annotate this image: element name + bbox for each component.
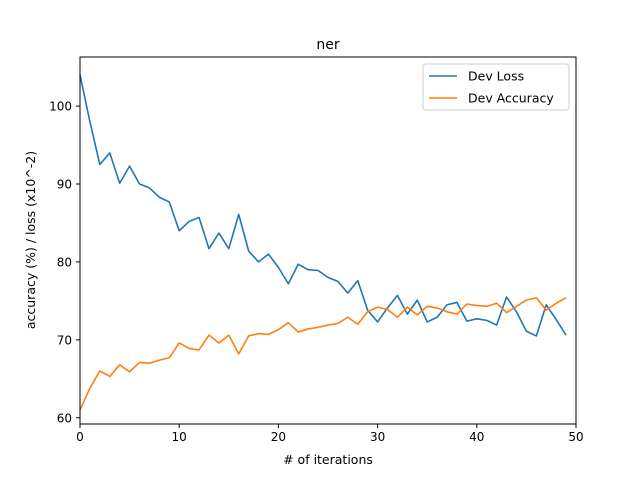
x-tick-label: 20 xyxy=(271,430,286,444)
x-tick-label: 40 xyxy=(469,430,484,444)
y-tick-label: 60 xyxy=(57,411,72,425)
y-tick-label: 90 xyxy=(57,178,72,192)
x-axis-label: # of iterations xyxy=(283,452,373,467)
x-axis: 0 10 20 30 40 50 xyxy=(76,424,584,444)
y-tick-label: 80 xyxy=(57,255,72,269)
plot-frame xyxy=(79,56,577,425)
series-line-dev-accuracy xyxy=(79,296,567,411)
x-tick-label: 50 xyxy=(568,430,583,444)
x-tick-label: 10 xyxy=(172,430,187,444)
series-line-dev-loss xyxy=(79,74,567,337)
x-tick-label: 30 xyxy=(370,430,385,444)
y-tick-label: 100 xyxy=(49,100,72,114)
y-tick-label: 70 xyxy=(57,333,72,347)
legend-label-dev-loss: Dev Loss xyxy=(468,69,524,84)
chart-title: ner xyxy=(316,37,339,53)
plot-layer xyxy=(79,74,567,411)
y-axis-label: accuracy (%) / loss (x10^-2) xyxy=(23,151,38,329)
y-axis: 60 70 80 90 100 xyxy=(49,100,80,425)
x-tick-label: 0 xyxy=(76,430,84,444)
legend: Dev Loss Dev Accuracy xyxy=(422,63,570,111)
legend-label-dev-accuracy: Dev Accuracy xyxy=(468,91,554,106)
legend-box xyxy=(422,63,570,111)
